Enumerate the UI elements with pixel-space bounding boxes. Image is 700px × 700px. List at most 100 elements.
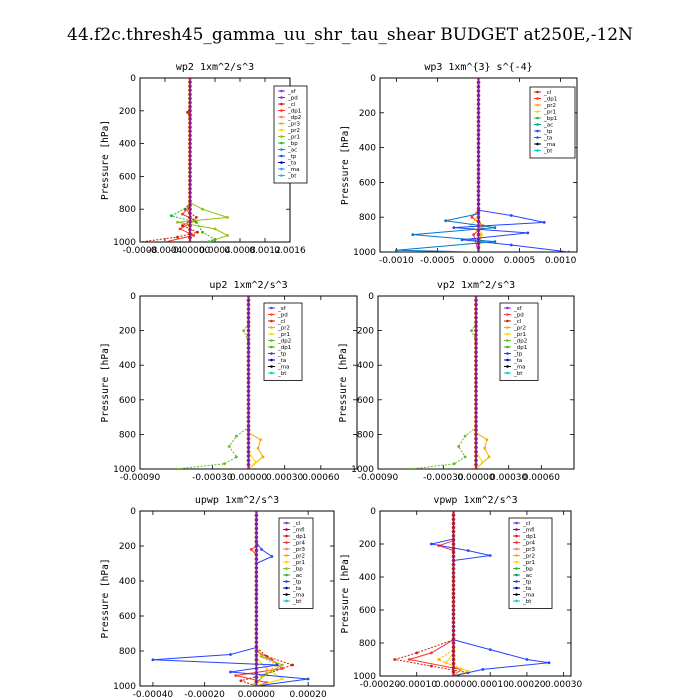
data-point: [452, 462, 456, 466]
legend-label: _dp2: [287, 115, 301, 121]
x-tick-label: 0.0000: [463, 256, 495, 266]
legend-marker: [515, 521, 518, 525]
series-line-ta: [396, 78, 495, 252]
legend-label: _ac: [522, 573, 532, 579]
data-point: [260, 654, 263, 658]
legend-label: _pr3: [292, 547, 306, 553]
data-point: [306, 677, 310, 681]
y-tick-label: 200: [357, 327, 374, 337]
data-point: [176, 220, 179, 224]
series-line-pr4: [235, 511, 284, 686]
y-tick-label: 400: [359, 144, 376, 154]
legend-marker: [285, 586, 288, 590]
series-line-dp2: [410, 296, 477, 469]
legend-marker: [270, 326, 273, 329]
legend-box: [278, 517, 314, 609]
data-point: [140, 240, 142, 242]
x-tick-label: -0.00020: [360, 680, 401, 690]
panel-3: up2 1xm^2/s^3 0 200 400 600 800 1000-0.00090 -0…: [100, 280, 358, 483]
legend-marker: [536, 90, 539, 94]
legend-marker: [285, 593, 288, 596]
legend-marker: [285, 560, 288, 564]
legend-label: _pd: [287, 96, 298, 102]
y-tick-label: 200: [119, 542, 136, 552]
y-tick-label: 1000: [113, 238, 136, 248]
data-point: [466, 669, 470, 673]
legend-marker: [280, 128, 283, 132]
y-tick-label: 800: [119, 205, 136, 215]
legend-marker: [280, 154, 283, 158]
y-tick-label: 600: [119, 396, 136, 406]
legend-marker: [270, 313, 273, 316]
data-point: [174, 467, 178, 469]
data-point: [452, 226, 456, 230]
series-line-bp: [169, 78, 217, 242]
data-point: [151, 658, 155, 662]
legend-label: _mfl: [292, 528, 305, 534]
legend-label: _tp: [277, 352, 287, 358]
legend-label: _pr3: [522, 547, 536, 553]
legend-marker: [536, 97, 539, 100]
legend-label: _bp: [522, 567, 533, 573]
y-tick-label: 200: [359, 109, 376, 119]
legend-marker: [515, 528, 518, 531]
panel-4: vp2 1xm^2/s^3 0 200 400 600 800 1000-0.00090 -0…: [338, 280, 575, 483]
x-tick-label: -0.00000: [170, 246, 211, 256]
legend-label: _ta: [513, 358, 522, 364]
legend-label: _pr4: [522, 541, 536, 547]
legend-label: _bt: [277, 371, 287, 377]
data-point: [265, 672, 269, 676]
legend-label: _dp1: [292, 534, 306, 540]
data-point: [567, 250, 571, 252]
legend-label: _cl: [513, 319, 522, 325]
data-point: [260, 548, 263, 551]
x-tick-label: 0.00060: [523, 473, 560, 483]
data-point: [178, 227, 182, 231]
legend-marker: [280, 102, 283, 106]
y-axis-label: Pressure [hPa]: [100, 558, 111, 638]
legend-marker: [536, 136, 539, 139]
series-line-pr2: [475, 296, 490, 469]
data-point: [466, 549, 470, 552]
legend-box: [273, 85, 308, 184]
data-point: [411, 233, 415, 237]
data-point: [270, 555, 274, 558]
data-point: [181, 212, 184, 216]
data-point: [280, 663, 284, 667]
legend-marker: [280, 89, 283, 93]
data-point: [463, 434, 467, 438]
data-point: [213, 227, 217, 231]
legend-label: _pr2: [522, 554, 535, 560]
legend-label: _mfl: [522, 528, 535, 534]
legend-marker: [280, 109, 283, 112]
data-point: [485, 438, 489, 441]
legend: _cl_mfl_dp1_pr4_pr3_pr2_pr1_bp_ac_tp_ta_…: [508, 517, 553, 609]
legend-label: _pr1: [287, 135, 300, 141]
data-point: [176, 235, 179, 239]
x-tick-label: 0.00030: [545, 680, 582, 690]
data-point: [430, 651, 433, 655]
panel-title: upwp 1xm^2/s^3: [195, 495, 279, 506]
data-point: [542, 221, 546, 224]
data-point: [194, 216, 198, 219]
data-point: [430, 664, 433, 668]
x-tick-label: -0.00010: [396, 680, 437, 690]
x-tick-label: 0.00000: [435, 680, 472, 690]
x-tick-label: 0.00030: [266, 473, 303, 483]
data-point: [201, 230, 204, 234]
data-point: [470, 329, 473, 332]
y-axis-label: Pressure [hPa]: [100, 342, 111, 422]
panel-5: upwp 1xm^2/s^3 0 200 400 600 800 1000-0.00040-…: [100, 495, 335, 700]
legend-label: _ma: [513, 365, 525, 371]
data-point: [393, 658, 397, 661]
legend-marker: [280, 141, 283, 145]
legend-marker: [515, 554, 518, 557]
y-tick-label: 800: [119, 647, 136, 657]
x-tick-label: 0.0010: [545, 256, 577, 266]
legend-label: _ac: [543, 123, 553, 129]
series-line-dp1: [394, 511, 469, 676]
series-line-pr2: [437, 511, 462, 676]
legend-marker: [270, 371, 273, 375]
y-tick-label: 800: [119, 430, 136, 440]
legend-marker: [506, 371, 509, 375]
